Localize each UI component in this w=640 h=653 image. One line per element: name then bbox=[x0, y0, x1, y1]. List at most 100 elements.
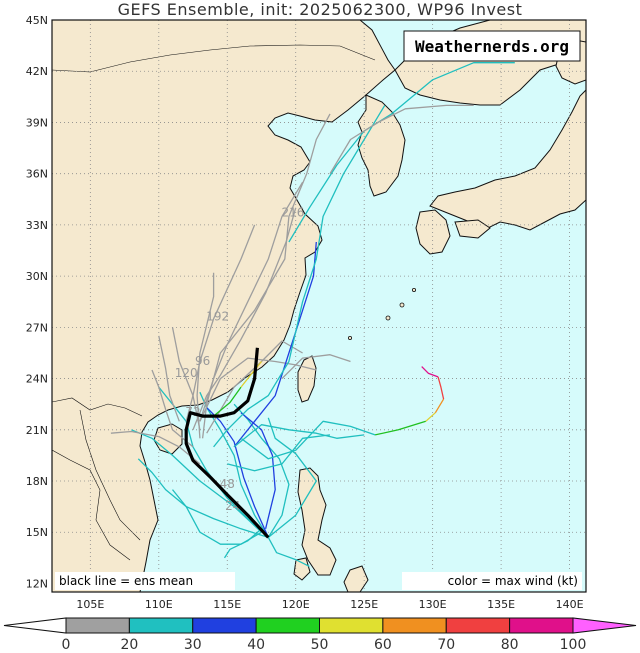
colorbar-segment bbox=[192, 617, 257, 634]
ensemble-member-track bbox=[240, 420, 376, 460]
colorbar-segment bbox=[382, 617, 447, 634]
lat-label: 12N bbox=[26, 577, 48, 590]
ensemble-member-track bbox=[434, 398, 445, 414]
ensemble-member-track bbox=[425, 412, 436, 422]
ensemble-member-track bbox=[199, 357, 317, 422]
ensemble-member-track bbox=[267, 537, 310, 567]
ensemble-member-track bbox=[437, 376, 445, 400]
country-border bbox=[52, 44, 376, 73]
lat-label: 45N bbox=[26, 14, 48, 27]
lat-label: 30N bbox=[26, 270, 48, 283]
land-ryukyu bbox=[385, 315, 391, 321]
lat-label: 15N bbox=[26, 526, 48, 539]
lon-label: 125E bbox=[350, 598, 378, 611]
ensemble-member-track bbox=[306, 113, 331, 174]
colorbar-tick-label: 50 bbox=[311, 637, 329, 653]
note-right: color = max wind (kt) bbox=[448, 574, 578, 588]
track-hour-label: 48 bbox=[220, 477, 235, 491]
colorbar-segment bbox=[319, 617, 384, 634]
lat-label: 21N bbox=[26, 424, 48, 437]
plot-border bbox=[51, 19, 587, 593]
country-border bbox=[52, 449, 131, 561]
ensemble-member-track bbox=[158, 386, 269, 538]
ensemble-member-track bbox=[158, 335, 180, 422]
land-shikoku bbox=[454, 219, 491, 239]
colorbar-segment bbox=[509, 617, 574, 634]
track-hour-label: 96 bbox=[195, 354, 210, 368]
longitude-labels: 105E 110E 115E 120E 125E 130E 135E 140E bbox=[76, 598, 583, 611]
lon-label: 130E bbox=[419, 598, 447, 611]
ensemble-member-track bbox=[171, 327, 201, 430]
watermark: Weathernerds.org bbox=[415, 37, 569, 56]
lat-label: 33N bbox=[26, 219, 48, 232]
colorbar-tick-label: 60 bbox=[374, 637, 392, 653]
ensemble-member-track bbox=[185, 224, 256, 422]
lon-label: 135E bbox=[487, 598, 515, 611]
note-right-box bbox=[402, 572, 582, 590]
colorbar-tick-label: 70 bbox=[437, 637, 455, 653]
lat-label: 24N bbox=[26, 373, 48, 386]
country-border bbox=[79, 409, 141, 541]
colorbar-segment bbox=[445, 617, 511, 634]
lat-label: 27N bbox=[26, 321, 48, 334]
ensemble-tracks bbox=[110, 62, 515, 567]
note-left-box bbox=[55, 572, 235, 590]
ensemble-member-track bbox=[240, 412, 276, 529]
colorbar-segment bbox=[255, 617, 320, 634]
lon-label: 115E bbox=[213, 598, 241, 611]
lon-label: 105E bbox=[76, 598, 104, 611]
latitude-labels: 12N 15N 18N 21N 24N 27N 30N 33N 36N 39N 42N 45N bbox=[26, 14, 48, 590]
colorbar-segment bbox=[65, 617, 130, 634]
colorbar-tick-label: 0 bbox=[62, 637, 71, 653]
lat-label: 36N bbox=[26, 168, 48, 181]
ensemble-member-track bbox=[374, 420, 426, 436]
ensemble-member-track bbox=[267, 417, 317, 538]
ensemble-member-track bbox=[213, 105, 386, 448]
land-mindoro bbox=[293, 557, 311, 581]
land-ryukyu bbox=[347, 335, 352, 340]
colorbar-tick-label: 30 bbox=[184, 637, 202, 653]
lat-label: 18N bbox=[26, 475, 48, 488]
colorbar-tick-label: 80 bbox=[501, 637, 519, 653]
lat-label: 42N bbox=[26, 65, 48, 78]
lon-label: 140E bbox=[556, 598, 584, 611]
colorbar: 0 20 30 40 50 60 70 80 100 bbox=[3, 617, 637, 653]
lon-label: 110E bbox=[145, 598, 173, 611]
land-honshu bbox=[429, 89, 586, 231]
lon-label: 120E bbox=[282, 598, 310, 611]
ensemble-member-track bbox=[223, 528, 262, 559]
colorbar-min-arrow bbox=[3, 617, 67, 634]
colorbar-tick-label: 100 bbox=[560, 637, 587, 653]
ensemble-member-track bbox=[329, 104, 474, 175]
ensemble-member-track bbox=[206, 407, 269, 538]
land-korea bbox=[357, 94, 406, 197]
country-border bbox=[52, 397, 143, 417]
land-ryukyu bbox=[399, 302, 405, 308]
ensemble-member-track bbox=[281, 354, 351, 380]
lat-label: 39N bbox=[26, 116, 48, 129]
track-hour-label: 192 bbox=[206, 310, 229, 324]
ensemble-member-track bbox=[151, 369, 194, 448]
land-samar bbox=[343, 565, 369, 592]
ensemble-member-track bbox=[131, 429, 262, 533]
ensemble-member-track bbox=[196, 272, 215, 439]
ensemble-member-track bbox=[233, 241, 317, 448]
map-title: GEFS Ensemble, init: 2025062300, WP96 In… bbox=[117, 0, 523, 19]
colorbar-tick-label: 20 bbox=[120, 637, 138, 653]
ensemble-member-track bbox=[213, 386, 242, 417]
track-hour-label: 120 bbox=[175, 366, 198, 380]
track-hour-label: 216 bbox=[282, 205, 305, 219]
colorbar-max-arrow bbox=[572, 617, 637, 634]
land-ryukyu bbox=[411, 287, 416, 292]
ensemble-member-track bbox=[233, 424, 365, 448]
ensemble-mean-track bbox=[184, 347, 270, 539]
ensemble-member-track bbox=[201, 173, 308, 439]
land-taiwan bbox=[297, 355, 317, 403]
ensemble-member-track bbox=[421, 366, 439, 378]
colorbar-segment bbox=[128, 617, 194, 634]
ensemble-member-track bbox=[233, 403, 290, 538]
ensemble-member-track bbox=[227, 434, 331, 472]
note-left: black line = ens mean bbox=[59, 574, 193, 588]
